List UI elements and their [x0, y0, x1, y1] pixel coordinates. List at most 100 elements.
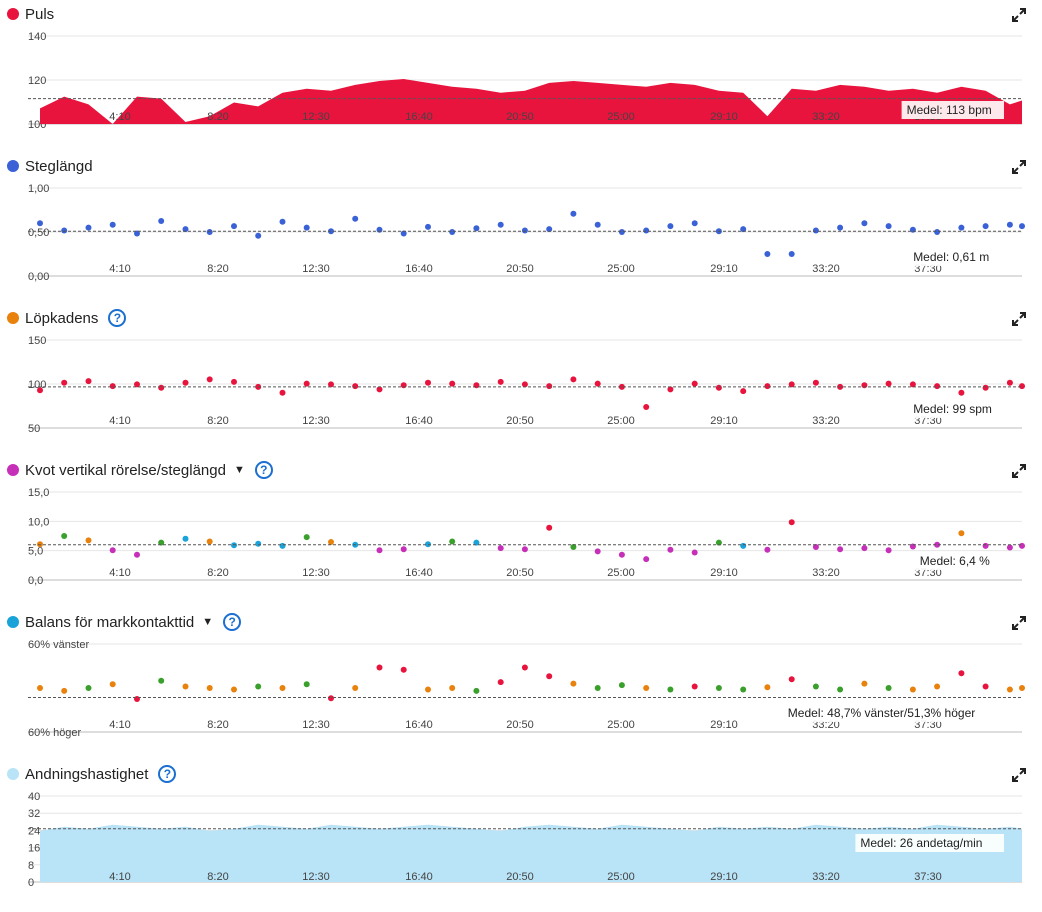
data-point — [61, 228, 67, 234]
data-point — [86, 537, 92, 543]
data-point — [110, 681, 116, 687]
y-tick-label: 60% höger — [28, 727, 82, 739]
chart-panel-balans: Balans för markkontakttid ▼ ? 60% vänste… — [0, 608, 1042, 760]
x-tick-label: 20:50 — [506, 415, 534, 427]
data-point — [158, 218, 164, 224]
y-tick-label: 24 — [28, 825, 40, 837]
x-tick-label: 4:10 — [109, 719, 130, 731]
data-point — [667, 687, 673, 693]
data-point — [692, 684, 698, 690]
x-tick-label: 8:20 — [207, 567, 228, 579]
data-point — [934, 383, 940, 389]
data-point — [764, 547, 770, 553]
data-point — [837, 546, 843, 552]
data-point — [158, 385, 164, 391]
average-label: Medel: 0,61 m — [913, 250, 989, 264]
data-point — [110, 547, 116, 553]
data-point — [546, 383, 552, 389]
y-tick-label: 0,50 — [28, 227, 49, 239]
data-point — [983, 385, 989, 391]
data-point — [1007, 545, 1013, 551]
data-point — [231, 223, 237, 229]
x-tick-label: 20:50 — [506, 719, 534, 731]
data-point — [692, 220, 698, 226]
data-point — [425, 380, 431, 386]
data-point — [983, 223, 989, 229]
average-label: Medel: 26 andetag/min — [860, 836, 982, 850]
y-tick-label: 5,0 — [28, 546, 43, 558]
x-tick-label: 12:30 — [302, 567, 330, 579]
data-point — [595, 222, 601, 228]
y-tick-label: 16 — [28, 843, 40, 855]
y-tick-label: 120 — [28, 75, 46, 87]
x-tick-label: 33:20 — [812, 111, 840, 123]
x-tick-label: 20:50 — [506, 567, 534, 579]
data-point — [861, 681, 867, 687]
data-point — [61, 533, 67, 539]
data-point — [886, 685, 892, 691]
x-tick-label: 29:10 — [710, 567, 738, 579]
data-point — [958, 670, 964, 676]
x-tick-label: 16:40 — [405, 719, 433, 731]
data-point — [595, 685, 601, 691]
data-point — [595, 548, 601, 554]
data-point — [643, 685, 649, 691]
y-tick-label: 10,0 — [28, 516, 49, 528]
x-tick-label: 12:30 — [302, 415, 330, 427]
data-point — [958, 530, 964, 536]
data-point — [425, 224, 431, 230]
data-point — [692, 381, 698, 387]
data-point — [280, 685, 286, 691]
data-point — [813, 380, 819, 386]
data-point — [934, 229, 940, 235]
data-point — [37, 685, 43, 691]
data-point — [837, 225, 843, 231]
data-point — [401, 667, 407, 673]
y-tick-label: 1,00 — [28, 183, 49, 195]
data-point — [134, 552, 140, 558]
data-point — [207, 685, 213, 691]
y-tick-label: 15,0 — [28, 487, 49, 499]
x-tick-label: 12:30 — [302, 263, 330, 275]
data-point — [425, 687, 431, 693]
data-point — [86, 685, 92, 691]
x-tick-label: 8:20 — [207, 111, 228, 123]
x-tick-label: 16:40 — [405, 871, 433, 883]
data-point — [667, 547, 673, 553]
data-point — [570, 681, 576, 687]
x-tick-label: 20:50 — [506, 111, 534, 123]
data-point — [37, 541, 43, 547]
data-point — [183, 380, 189, 386]
data-point — [231, 379, 237, 385]
data-point — [352, 685, 358, 691]
data-point — [983, 684, 989, 690]
data-point — [740, 388, 746, 394]
y-tick-label: 8 — [28, 860, 34, 872]
data-point — [61, 688, 67, 694]
data-point — [449, 381, 455, 387]
data-point — [1019, 685, 1025, 691]
data-point — [789, 676, 795, 682]
data-point — [328, 539, 334, 545]
x-tick-label: 8:20 — [207, 719, 228, 731]
data-point — [1019, 543, 1025, 549]
x-tick-label: 29:10 — [710, 263, 738, 275]
x-tick-label: 12:30 — [302, 871, 330, 883]
data-point — [619, 682, 625, 688]
data-point — [789, 251, 795, 257]
data-point — [449, 229, 455, 235]
data-point — [983, 543, 989, 549]
x-tick-label: 16:40 — [405, 567, 433, 579]
y-tick-label: 50 — [28, 423, 40, 435]
data-point — [352, 383, 358, 389]
x-tick-label: 8:20 — [207, 415, 228, 427]
x-tick-label: 25:00 — [607, 263, 635, 275]
data-point — [886, 381, 892, 387]
data-point — [183, 536, 189, 542]
data-point — [37, 387, 43, 393]
y-tick-label: 32 — [28, 808, 40, 820]
